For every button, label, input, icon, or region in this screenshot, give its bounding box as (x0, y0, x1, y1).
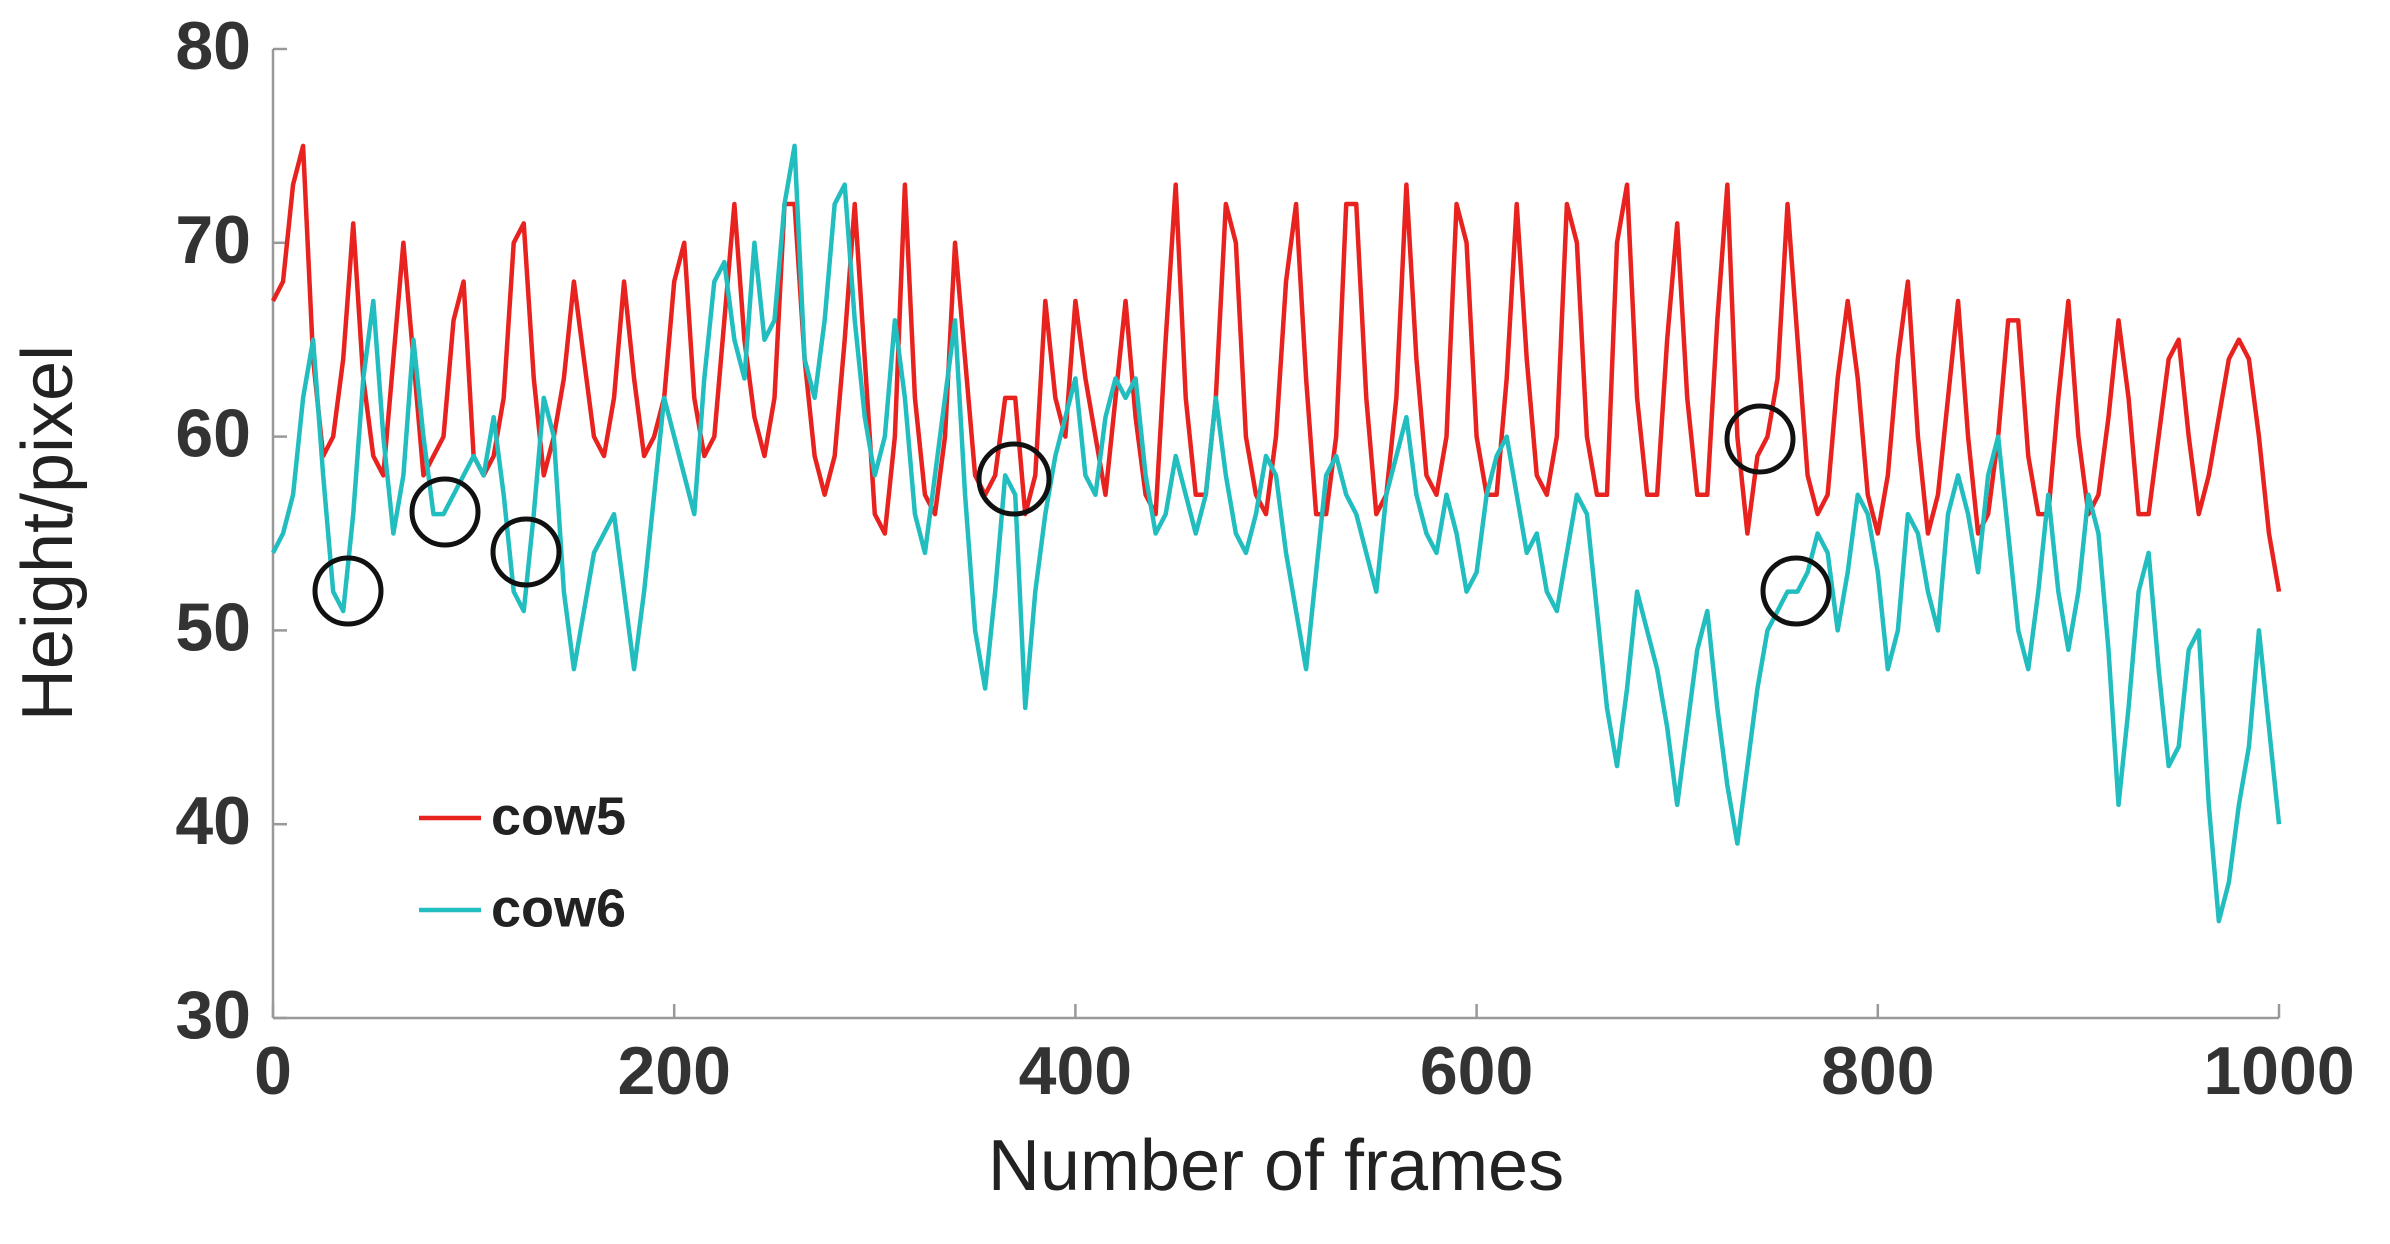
legend-label: cow6 (491, 878, 626, 938)
annotations (312, 403, 1832, 627)
legend-label: cow5 (491, 786, 626, 846)
series-line (271, 143, 2282, 924)
x-tick-label: 400 (1019, 1033, 1132, 1109)
y-tick-label: 50 (175, 589, 251, 665)
x-tick-label: 200 (617, 1033, 730, 1109)
x-tick-label: 0 (254, 1033, 292, 1109)
y-tick-label: 40 (175, 783, 251, 859)
annotation-circle (409, 476, 481, 548)
annotation-circle (1760, 555, 1832, 627)
x-axis-label: Number of frames (988, 1126, 1564, 1206)
y-tick-label: 60 (175, 396, 251, 472)
annotation-circle (312, 555, 384, 627)
y-tick-label: 30 (175, 977, 251, 1053)
legend: cow5 cow6 (419, 786, 626, 938)
series-line (271, 143, 2282, 593)
y-tick-label: 70 (175, 202, 251, 278)
x-tick-label: 600 (1420, 1033, 1533, 1109)
plot-area (271, 47, 2282, 1020)
annotation-circle (976, 441, 1052, 517)
annotation-circle (490, 516, 562, 588)
annotation-circle (1724, 403, 1796, 475)
y-axis-label: Height/pixel (8, 345, 88, 721)
x-tick-label: 1000 (2203, 1033, 2354, 1109)
y-tick-label: 80 (175, 8, 251, 84)
x-tick-label: 800 (1821, 1033, 1934, 1109)
